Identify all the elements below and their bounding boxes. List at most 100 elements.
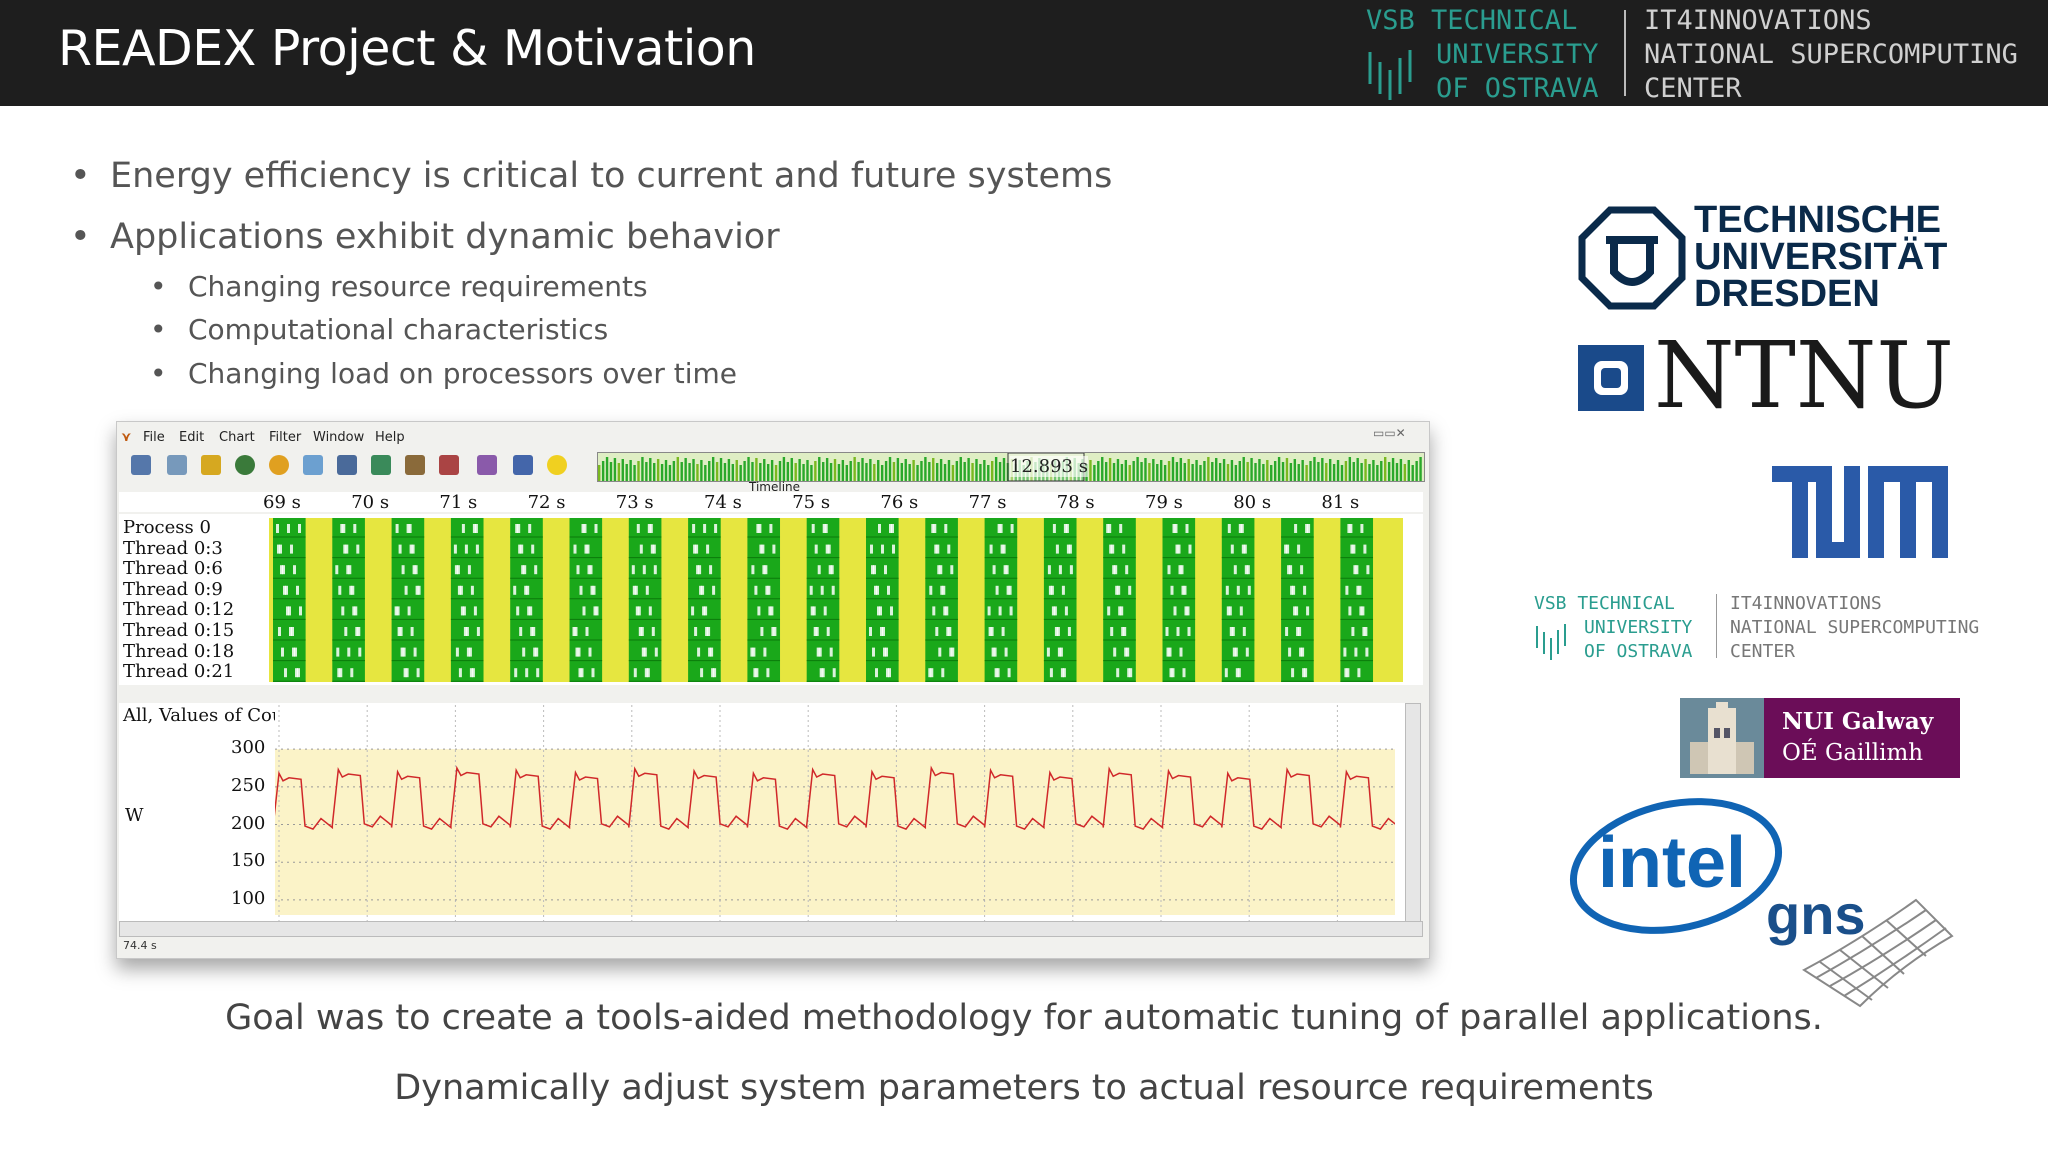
gap-mark: [1063, 524, 1067, 533]
gap-mark: [941, 668, 945, 678]
gap-mark: [646, 668, 650, 678]
menu-help[interactable]: Help: [375, 430, 405, 445]
timeline-bar: [1183, 463, 1186, 481]
timeline-bar: [837, 464, 841, 481]
timeline-bar: [1301, 460, 1304, 481]
menu-window[interactable]: Window: [313, 430, 365, 445]
gap-mark: [288, 606, 291, 616]
toolbar-process-timeline-icon[interactable]: [167, 455, 187, 475]
gap-mark: [885, 647, 888, 657]
toolbar-io-summary-icon[interactable]: [405, 455, 425, 475]
gap-mark: [1065, 524, 1069, 533]
gap-mark: [708, 647, 712, 657]
gap-mark: [590, 585, 594, 595]
gap-mark: [405, 668, 409, 678]
gap-mark: [1347, 524, 1351, 533]
timeline-bar: [884, 461, 888, 481]
gap-mark: [343, 544, 347, 554]
gap-mark: [887, 585, 890, 595]
horizontal-scrollbar[interactable]: [119, 921, 1423, 937]
gap-mark: [694, 627, 698, 636]
compute-block: [866, 518, 899, 682]
menu-chart[interactable]: Chart: [219, 430, 255, 445]
tum-logo-icon: [1772, 466, 1948, 558]
gap-mark: [987, 606, 991, 616]
gap-mark: [764, 565, 768, 575]
gap-mark: [652, 544, 656, 554]
gap-mark: [698, 565, 702, 575]
toolbar-performance-radar-icon[interactable]: [235, 455, 255, 475]
timeline-bar: [955, 461, 959, 481]
toolbar-communication-matrix-icon[interactable]: [371, 455, 391, 475]
gap-mark: [472, 524, 476, 533]
counter-timeline[interactable]: All, Values of Counter "killamook/watts"…: [119, 703, 1409, 921]
timeline-bar: [1211, 462, 1214, 481]
menu-file[interactable]: File: [143, 430, 165, 445]
timeline-bar: [1297, 464, 1300, 481]
master-timeline[interactable]: Process 0 Thread 0:3 Thread 0:6 Thread 0:9 T…: [119, 514, 1423, 685]
it4i-line-1: IT4INNOVATIONS: [1730, 593, 1882, 614]
timeline-bar: [825, 458, 829, 481]
gap-mark: [1066, 544, 1070, 554]
menu-edit[interactable]: Edit: [179, 430, 205, 445]
gap-mark: [1285, 627, 1289, 636]
gap-mark: [1362, 627, 1366, 636]
gap-mark: [401, 565, 405, 575]
timeline-bar: [1203, 461, 1206, 481]
gap-mark: [1126, 647, 1130, 657]
gap-mark: [640, 627, 644, 636]
gap-mark: [1176, 627, 1180, 636]
gap-mark: [948, 627, 952, 636]
toolbar-timeline-icon[interactable]: [131, 455, 151, 475]
toolbar-message-summary-icon[interactable]: [303, 455, 323, 475]
nui-line-1: NUI Galway: [1782, 708, 1934, 735]
window-controls-icon[interactable]: ▭▭✕: [1373, 426, 1406, 440]
it4i-line-2: NATIONAL SUPERCOMPUTING: [1730, 617, 1980, 638]
process-bars[interactable]: [269, 518, 1403, 682]
gap-mark: [277, 544, 280, 554]
gap-mark: [1168, 647, 1172, 657]
timeline-bar: [708, 461, 711, 481]
toolbar-counter-icon[interactable]: [201, 455, 221, 475]
timeline-bar: [1332, 464, 1336, 481]
gap-mark: [286, 606, 289, 616]
timeline-bar: [1207, 457, 1210, 481]
gap-mark: [654, 647, 658, 657]
gap-mark: [709, 565, 713, 575]
timeline-bar: [1356, 458, 1359, 481]
gap-mark: [1359, 606, 1363, 616]
gap-mark: [1052, 524, 1056, 533]
timeline-bar: [1167, 461, 1171, 481]
gap-mark: [705, 627, 709, 636]
gap-mark: [703, 524, 707, 533]
toolbar-process-summary-icon[interactable]: [337, 455, 357, 475]
toolbar-function-summary-icon[interactable]: [269, 455, 289, 475]
gap-mark: [1226, 606, 1230, 616]
gap-mark: [988, 627, 992, 636]
gap-mark: [831, 585, 835, 595]
toolbar-marker-icon[interactable]: [513, 455, 533, 475]
gap-mark: [298, 524, 301, 533]
gap-mark: [881, 544, 884, 554]
gap-mark: [1247, 585, 1251, 595]
timeline-bar: [1277, 457, 1281, 481]
timeline-bar: [715, 462, 719, 481]
toolbar-call-tree-icon[interactable]: [439, 455, 459, 475]
menu-filter[interactable]: Filter: [269, 430, 302, 445]
gap-mark: [466, 647, 470, 657]
gap-mark: [878, 524, 881, 533]
sub-bullet-item: • Computational characteristics: [150, 313, 609, 346]
toolbar-lightbulb-icon[interactable]: [547, 455, 567, 475]
toolbar-context-view-icon[interactable]: [477, 455, 497, 475]
counter-vertical-scrollbar[interactable]: [1405, 703, 1421, 923]
timeline-bar: [1305, 465, 1308, 481]
gap-mark: [581, 524, 585, 533]
compute-block: [747, 518, 781, 682]
gap-mark: [356, 544, 360, 554]
compute-block: [1162, 518, 1196, 682]
timeline-bar: [763, 459, 766, 481]
gap-mark: [767, 585, 771, 595]
timeline-bar: [908, 464, 911, 481]
gap-mark: [1188, 544, 1192, 554]
gap-mark: [937, 565, 941, 575]
